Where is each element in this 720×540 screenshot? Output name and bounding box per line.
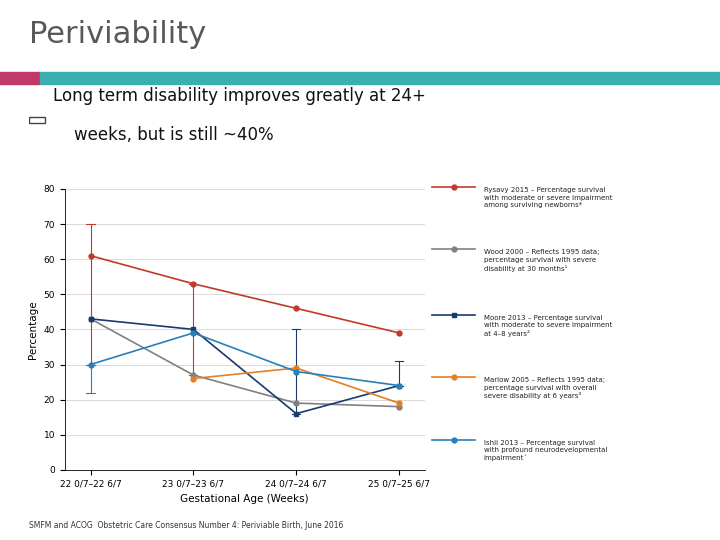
Text: SMFM and ACOG  Obstetric Care Consensus Number 4: Periviable Birth, June 2016: SMFM and ACOG Obstetric Care Consensus N… — [29, 521, 343, 530]
Text: Wood 2000 – Reflects 1995 data;
percentage survival with severe
disability at 30: Wood 2000 – Reflects 1995 data; percenta… — [484, 249, 599, 272]
Text: Rysavy 2015 – Percentage survival
with moderate or severe impairment
among survi: Rysavy 2015 – Percentage survival with m… — [484, 187, 612, 208]
Text: Long term disability improves greatly at 24+: Long term disability improves greatly at… — [53, 87, 426, 105]
Text: Ishii 2013 – Percentage survival
with profound neurodevelopmental
impairment´: Ishii 2013 – Percentage survival with pr… — [484, 440, 607, 461]
X-axis label: Gestational Age (Weeks): Gestational Age (Weeks) — [181, 494, 309, 504]
Text: Marlow 2005 – Reflects 1995 data;
percentage survival with overall
severe disabi: Marlow 2005 – Reflects 1995 data; percen… — [484, 377, 605, 400]
Text: Moore 2013 – Percentage survival
with moderate to severe impairment
at 4–8 years: Moore 2013 – Percentage survival with mo… — [484, 315, 612, 337]
Text: Periviability: Periviability — [29, 20, 206, 49]
Y-axis label: Percentage: Percentage — [28, 300, 38, 359]
Text: weeks, but is still ~40%: weeks, but is still ~40% — [53, 126, 274, 144]
